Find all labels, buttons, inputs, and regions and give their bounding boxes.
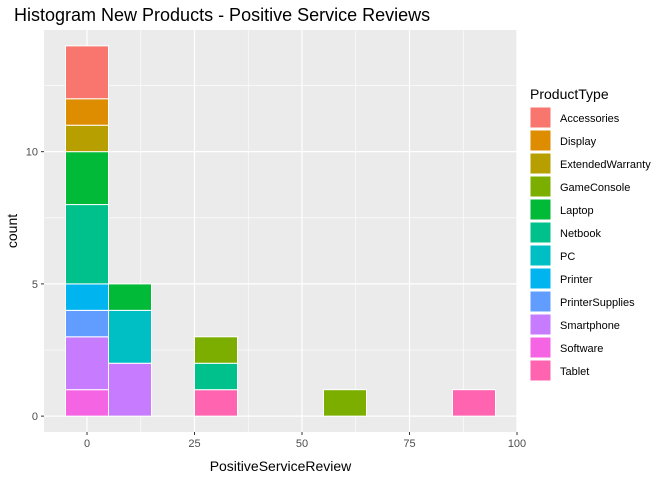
y-tick-label: 10 — [26, 147, 38, 159]
bar-segment-smartphone — [65, 336, 109, 391]
legend-label: PC — [560, 251, 575, 263]
legend-label: Tablet — [560, 366, 589, 378]
bar-segment-gameconsole — [323, 389, 367, 417]
legend-label: Smartphone — [560, 320, 620, 332]
bar-segment-smartphone — [108, 362, 152, 417]
legend-key — [529, 313, 552, 336]
bar-segment-pc — [108, 309, 152, 364]
legend-key — [529, 359, 552, 382]
y-axis-title: count — [4, 214, 20, 248]
legend-key — [529, 175, 552, 198]
legend-key — [529, 106, 552, 129]
legend-label: Printer — [560, 274, 593, 286]
legend-label: Netbook — [560, 228, 601, 240]
x-tick-label: 100 — [508, 438, 526, 450]
legend-label: Accessories — [560, 113, 620, 125]
bar-segment-netbook — [194, 362, 238, 391]
y-tick-label: 5 — [32, 279, 38, 291]
legend-key — [529, 336, 552, 359]
x-tick-label: 50 — [296, 438, 308, 450]
bar-segment-gameconsole — [194, 336, 238, 364]
bar-segment-laptop — [65, 151, 109, 206]
legend-label: Software — [560, 343, 603, 355]
x-tick-label: 0 — [84, 438, 90, 450]
legend-key — [529, 152, 552, 175]
bars — [65, 45, 496, 417]
legend-label: ExtendedWarranty — [560, 159, 651, 171]
legend-key — [529, 244, 552, 267]
legend-key — [529, 198, 552, 221]
bar-segment-display — [65, 98, 109, 126]
bar-segment-printer — [65, 283, 109, 311]
bar-segment-laptop — [108, 283, 152, 311]
legend: ProductType Accessories Display ExtendedWa… — [529, 86, 651, 382]
legend-label: Laptop — [560, 205, 594, 217]
legend-label: GameConsole — [560, 182, 630, 194]
legend-key — [529, 129, 552, 152]
y-tick-label: 0 — [32, 411, 38, 423]
legend-key — [529, 267, 552, 290]
legend-key — [529, 290, 552, 313]
bar-segment-printersupplies — [65, 309, 109, 338]
x-tick-label: 25 — [188, 438, 200, 450]
legend-label: PrinterSupplies — [560, 297, 635, 309]
legend-title: ProductType — [530, 86, 609, 102]
bar-segment-software — [65, 389, 109, 417]
x-axis-title: PositiveServiceReview — [210, 458, 352, 474]
bar-segment-accessories — [65, 45, 109, 100]
chart-title: Histogram New Products - Positive Servic… — [14, 5, 431, 25]
bar-segment-extendedwarranty — [65, 124, 109, 153]
legend-label: Display — [560, 136, 597, 148]
bar-segment-netbook — [65, 204, 109, 285]
x-tick-label: 75 — [403, 438, 415, 450]
axes: 0 25 50 75 100 0 5 10 — [26, 147, 526, 450]
legend-key — [529, 221, 552, 244]
bar-segment-tablet — [194, 389, 238, 417]
bar-segment-tablet — [452, 389, 496, 417]
